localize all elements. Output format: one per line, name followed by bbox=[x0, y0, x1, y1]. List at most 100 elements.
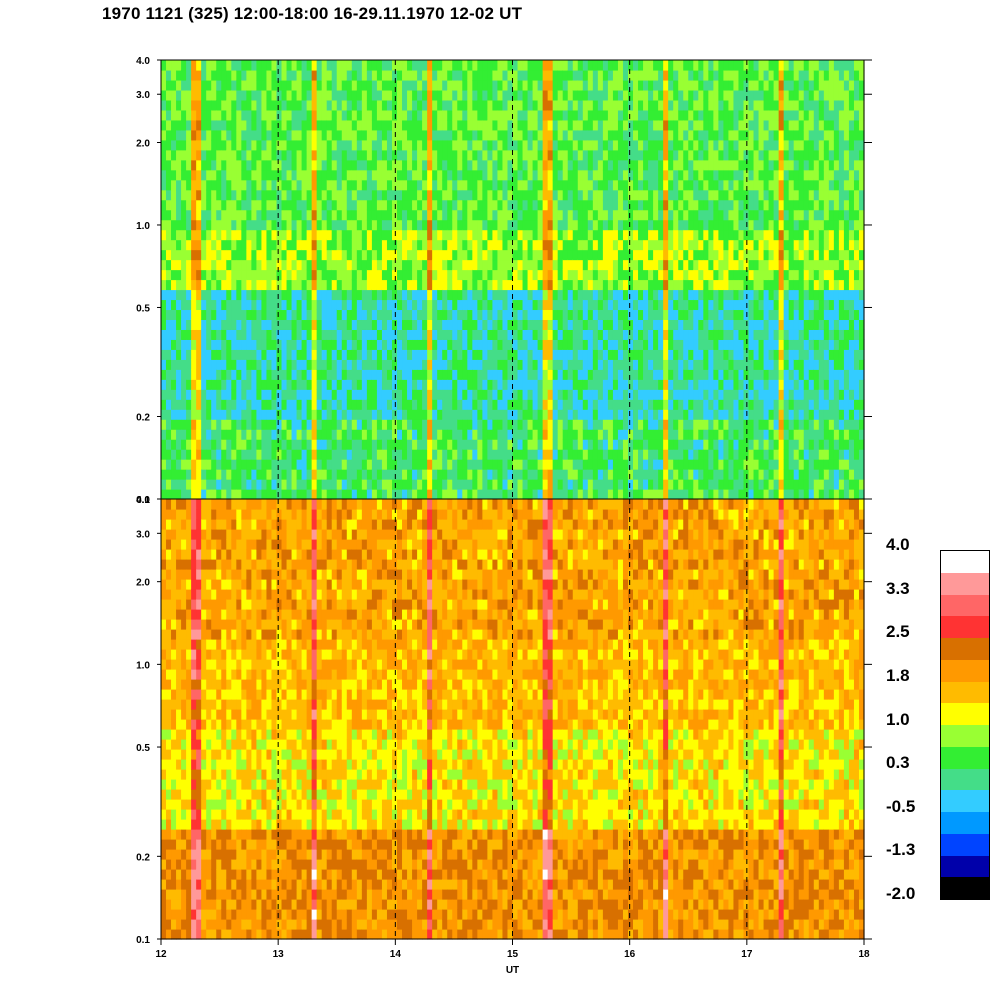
heatmap-cell bbox=[417, 339, 423, 350]
heatmap-cell bbox=[607, 319, 614, 330]
heatmap-cell bbox=[417, 289, 423, 301]
heatmap-cell bbox=[582, 409, 589, 420]
heatmap-cell bbox=[391, 129, 398, 141]
heatmap-cell bbox=[673, 469, 679, 480]
heatmap-cell bbox=[497, 179, 504, 191]
heatmap-cell bbox=[537, 259, 544, 271]
heatmap-cell bbox=[527, 169, 534, 181]
heatmap-cell bbox=[181, 169, 187, 181]
heatmap-cell bbox=[291, 489, 298, 500]
heatmap-cell bbox=[412, 79, 418, 91]
heatmap-cell bbox=[442, 89, 448, 101]
heatmap-cell bbox=[251, 69, 258, 81]
heatmap-cell bbox=[366, 359, 373, 370]
heatmap-cell bbox=[402, 399, 408, 410]
heatmap-cell bbox=[517, 319, 524, 330]
heatmap-cell bbox=[166, 399, 172, 410]
heatmap-cell bbox=[638, 249, 644, 261]
heatmap-cell bbox=[537, 339, 544, 350]
heatmap-cell bbox=[196, 359, 202, 370]
heatmap-cell bbox=[166, 259, 172, 271]
heatmap-cell bbox=[261, 99, 268, 111]
heatmap-cell bbox=[331, 219, 338, 231]
heatmap-cell bbox=[723, 69, 730, 81]
heatmap-cell bbox=[432, 169, 438, 181]
heatmap-cell bbox=[201, 79, 207, 91]
heatmap-cell bbox=[482, 329, 488, 340]
heatmap-cell bbox=[633, 139, 639, 151]
heatmap-cell bbox=[316, 479, 323, 490]
heatmap-cell bbox=[602, 139, 609, 151]
heatmap-cell bbox=[612, 159, 619, 171]
heatmap-cell bbox=[286, 69, 293, 81]
heatmap-cell bbox=[477, 399, 483, 410]
heatmap-cell bbox=[537, 129, 544, 141]
heatmap-cell bbox=[592, 209, 599, 221]
heatmap-cell bbox=[336, 249, 343, 261]
heatmap-cell bbox=[492, 479, 499, 490]
heatmap-cell bbox=[643, 109, 649, 121]
heatmap-cell bbox=[728, 319, 735, 330]
heatmap-cell bbox=[402, 299, 408, 311]
heatmap-cell bbox=[386, 129, 393, 141]
heatmap-cell bbox=[627, 159, 634, 171]
heatmap-cell bbox=[196, 179, 202, 191]
heatmap-cell bbox=[527, 159, 534, 171]
heatmap-cell bbox=[346, 309, 353, 321]
heatmap-cell bbox=[341, 69, 348, 81]
heatmap-cell bbox=[366, 229, 373, 241]
heatmap-cell bbox=[261, 139, 268, 151]
heatmap-cell bbox=[301, 60, 308, 71]
heatmap-cell bbox=[482, 289, 488, 301]
heatmap-cell bbox=[457, 259, 463, 271]
heatmap-cell bbox=[171, 339, 177, 350]
heatmap-cell bbox=[653, 269, 659, 281]
heatmap-cell bbox=[693, 399, 699, 410]
heatmap-cell bbox=[386, 339, 393, 350]
heatmap-cell bbox=[532, 179, 539, 191]
heatmap-cell bbox=[366, 409, 373, 420]
heatmap-cell bbox=[477, 489, 483, 500]
heatmap-cell bbox=[316, 179, 323, 191]
heatmap-cell bbox=[266, 199, 273, 211]
heatmap-cell bbox=[582, 369, 589, 380]
heatmap-cell bbox=[221, 459, 227, 470]
heatmap-cell bbox=[542, 459, 549, 470]
heatmap-cell bbox=[266, 69, 273, 81]
heatmap-cell bbox=[522, 439, 529, 450]
heatmap-cell bbox=[527, 189, 534, 201]
heatmap-cell bbox=[356, 60, 363, 71]
heatmap-cell bbox=[176, 299, 182, 311]
heatmap-cell bbox=[517, 60, 524, 71]
heatmap-cell bbox=[547, 149, 554, 161]
heatmap-cell bbox=[221, 269, 227, 281]
heatmap-cell bbox=[612, 139, 619, 151]
heatmap-cell bbox=[542, 329, 549, 340]
heatmap-cell bbox=[256, 289, 263, 301]
heatmap-cell bbox=[522, 429, 529, 440]
heatmap-cell bbox=[517, 139, 524, 151]
heatmap-cell bbox=[381, 159, 388, 171]
heatmap-cell bbox=[673, 309, 679, 321]
heatmap-cell bbox=[341, 99, 348, 111]
heatmap-cell bbox=[648, 289, 654, 301]
heatmap-cell bbox=[567, 169, 574, 181]
heatmap-cell bbox=[472, 379, 478, 390]
heatmap-cell bbox=[226, 319, 232, 330]
heatmap-cell bbox=[336, 199, 343, 211]
heatmap-cell bbox=[522, 359, 529, 370]
heatmap-cell bbox=[602, 189, 609, 201]
heatmap-cell bbox=[477, 409, 483, 420]
heatmap-cell bbox=[492, 419, 499, 430]
heatmap-cell bbox=[492, 79, 499, 91]
heatmap-cell bbox=[422, 99, 428, 111]
heatmap-cell bbox=[678, 319, 684, 330]
heatmap-cell bbox=[427, 60, 433, 71]
heatmap-cell bbox=[281, 269, 288, 281]
heatmap-cell bbox=[547, 119, 554, 131]
heatmap-cell bbox=[306, 309, 313, 321]
heatmap-cell bbox=[331, 399, 338, 410]
heatmap-cell bbox=[201, 159, 207, 171]
heatmap-cell bbox=[271, 179, 278, 191]
heatmap-cell bbox=[331, 429, 338, 440]
